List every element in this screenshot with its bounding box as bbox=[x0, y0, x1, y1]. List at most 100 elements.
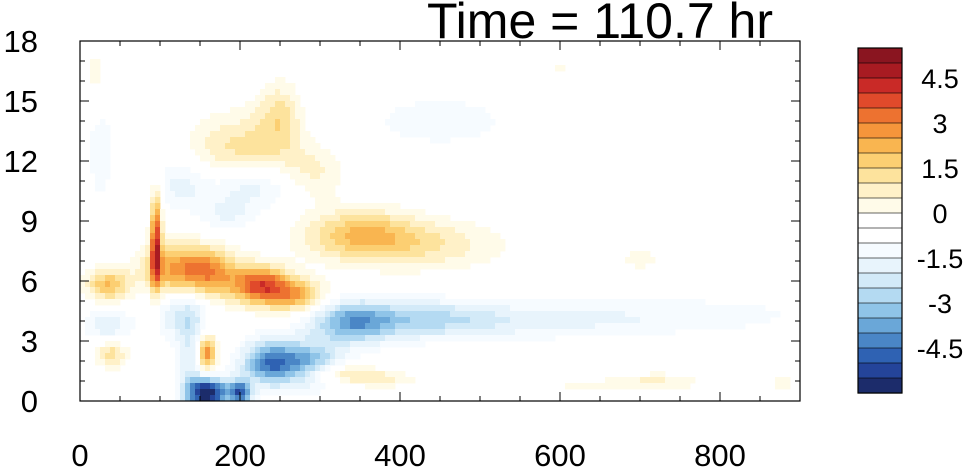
heatmap-cell bbox=[335, 203, 341, 210]
heatmap-cell bbox=[200, 347, 206, 354]
heatmap-cell bbox=[420, 119, 426, 126]
heatmap-cell bbox=[665, 305, 671, 312]
heatmap-cell bbox=[245, 191, 251, 198]
heatmap-cell bbox=[170, 287, 176, 294]
heatmap-cell bbox=[335, 227, 341, 234]
heatmap-cell bbox=[490, 311, 496, 318]
heatmap-cell bbox=[360, 365, 366, 372]
heatmap-cell bbox=[315, 371, 321, 378]
heatmap-cell bbox=[410, 317, 416, 324]
heatmap-cell bbox=[370, 377, 376, 384]
heatmap-cell bbox=[520, 329, 526, 336]
heatmap-cell bbox=[745, 311, 751, 318]
heatmap-cell bbox=[440, 227, 446, 234]
heatmap-cell bbox=[100, 155, 106, 162]
heatmap-cell bbox=[275, 287, 281, 294]
heatmap-cell bbox=[205, 383, 211, 390]
heatmap-cell bbox=[290, 341, 296, 348]
heatmap-cell bbox=[305, 389, 311, 396]
x-tick-label: 400 bbox=[374, 438, 426, 473]
heatmap-cell bbox=[115, 269, 121, 276]
heatmap-cell bbox=[370, 347, 376, 354]
heatmap-cell bbox=[635, 329, 641, 336]
heatmap-cell bbox=[185, 197, 191, 204]
heatmap-cell bbox=[305, 377, 311, 384]
heatmap-cell bbox=[420, 227, 426, 234]
heatmap-cell bbox=[365, 245, 371, 252]
heatmap-cell bbox=[260, 353, 266, 360]
heatmap-cell bbox=[245, 359, 251, 366]
x-tick-label: 0 bbox=[71, 438, 88, 473]
heatmap-cell bbox=[160, 269, 166, 276]
heatmap-cell bbox=[630, 323, 636, 330]
heatmap-cell bbox=[305, 287, 311, 294]
heatmap-cell bbox=[90, 143, 96, 150]
heatmap-cell bbox=[285, 281, 291, 288]
heatmap-cell bbox=[735, 323, 741, 330]
heatmap-cell bbox=[515, 305, 521, 312]
heatmap-cell bbox=[400, 119, 406, 126]
heatmap-cell bbox=[220, 257, 226, 264]
heatmap-cell bbox=[710, 323, 716, 330]
heatmap-cell bbox=[290, 323, 296, 330]
heatmap-cell bbox=[290, 257, 296, 264]
heatmap-cell bbox=[420, 263, 426, 270]
heatmap-cell bbox=[640, 263, 646, 270]
heatmap-cell bbox=[260, 185, 266, 192]
heatmap-cell bbox=[365, 257, 371, 264]
heatmap-cell bbox=[225, 215, 231, 222]
heatmap-cell bbox=[285, 257, 291, 264]
heatmap-cell bbox=[325, 353, 331, 360]
heatmap-cell bbox=[330, 329, 336, 336]
heatmap-cell bbox=[330, 155, 336, 162]
heatmap-cell bbox=[185, 317, 191, 324]
heatmap-cell bbox=[215, 155, 221, 162]
heatmap-cell bbox=[350, 347, 356, 354]
heatmap-cell bbox=[240, 137, 246, 144]
heatmap-cell bbox=[400, 233, 406, 240]
heatmap-cell bbox=[365, 317, 371, 324]
heatmap-cell bbox=[190, 239, 196, 246]
heatmap-cell bbox=[140, 245, 146, 252]
heatmap-cell bbox=[445, 245, 451, 252]
heatmap-cell bbox=[95, 161, 101, 168]
heatmap-cell bbox=[215, 299, 221, 306]
heatmap-cell bbox=[190, 263, 196, 270]
heatmap-cell bbox=[105, 143, 111, 150]
heatmap-cell bbox=[345, 257, 351, 264]
heatmap-cell bbox=[345, 299, 351, 306]
heatmap-cell bbox=[260, 203, 266, 210]
heatmap-cell bbox=[400, 293, 406, 300]
heatmap-cell bbox=[280, 341, 286, 348]
heatmap-cell bbox=[240, 305, 246, 312]
heatmap-cell bbox=[265, 83, 271, 90]
heatmap-cell bbox=[360, 221, 366, 228]
heatmap-cell bbox=[145, 257, 151, 264]
heatmap-cell bbox=[235, 287, 241, 294]
heatmap-cell bbox=[165, 185, 171, 192]
heatmap-cell bbox=[390, 293, 396, 300]
heatmap-cell bbox=[250, 287, 256, 294]
heatmap-cell bbox=[255, 287, 261, 294]
heatmap-cell bbox=[225, 161, 231, 168]
heatmap-cell bbox=[310, 167, 316, 174]
heatmap-cell bbox=[430, 245, 436, 252]
heatmap-cell bbox=[615, 317, 621, 324]
heatmap-cell bbox=[140, 251, 146, 258]
heatmap-cell bbox=[520, 335, 526, 342]
heatmap-cell bbox=[300, 125, 306, 132]
heatmap-cell bbox=[255, 113, 261, 120]
heatmap-cell bbox=[345, 371, 351, 378]
heatmap-cell bbox=[405, 299, 411, 306]
heatmap-cell bbox=[195, 245, 201, 252]
heatmap-cell bbox=[170, 281, 176, 288]
heatmap-cell bbox=[240, 113, 246, 120]
heatmap-cell bbox=[250, 251, 256, 258]
heatmap-cell bbox=[235, 293, 241, 300]
heatmap-cell bbox=[260, 263, 266, 270]
heatmap-cell bbox=[245, 371, 251, 378]
heatmap-cell bbox=[160, 317, 166, 324]
heatmap-cell bbox=[670, 383, 676, 390]
heatmap-cell bbox=[225, 125, 231, 132]
heatmap-cell bbox=[310, 341, 316, 348]
